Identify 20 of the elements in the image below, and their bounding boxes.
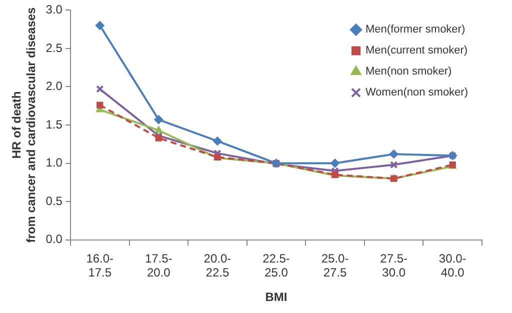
x-tick-label: 30.0- 40.0: [438, 251, 466, 280]
x-tick-label: 25.0- 27.5: [321, 251, 349, 280]
x-tick-label: 16.0- 17.5: [86, 251, 114, 280]
y-tick-label: 1.0: [46, 156, 63, 170]
legend-label: Men(former smoker): [366, 24, 466, 36]
y-tick-label: 2.0: [46, 79, 63, 94]
y-tick-label: 0.5: [46, 194, 63, 208]
x-tick-label: 27.5- 30.0: [380, 251, 408, 280]
legend-label: Men(non smoker): [366, 66, 452, 78]
y-axis-title: HR of death from cancer and cardiovascular diseases: [10, 6, 38, 243]
legend-label: Men(current smoker): [366, 44, 468, 57]
y-tick-label: 2.5: [46, 40, 63, 55]
x-tick-label: 17.5- 20.0: [144, 251, 172, 280]
x-tick-label: 22.5- 25.0: [262, 251, 290, 280]
y-tick-label: 0.0: [46, 232, 63, 246]
y-tick-label: 3.0: [46, 2, 63, 17]
x-axis-title: BMI: [265, 290, 288, 304]
y-tick-label: 1.5: [46, 117, 63, 132]
x-tick-label: 20.0- 22.5: [204, 251, 232, 280]
legend-label: Women(non smoker): [366, 86, 468, 99]
